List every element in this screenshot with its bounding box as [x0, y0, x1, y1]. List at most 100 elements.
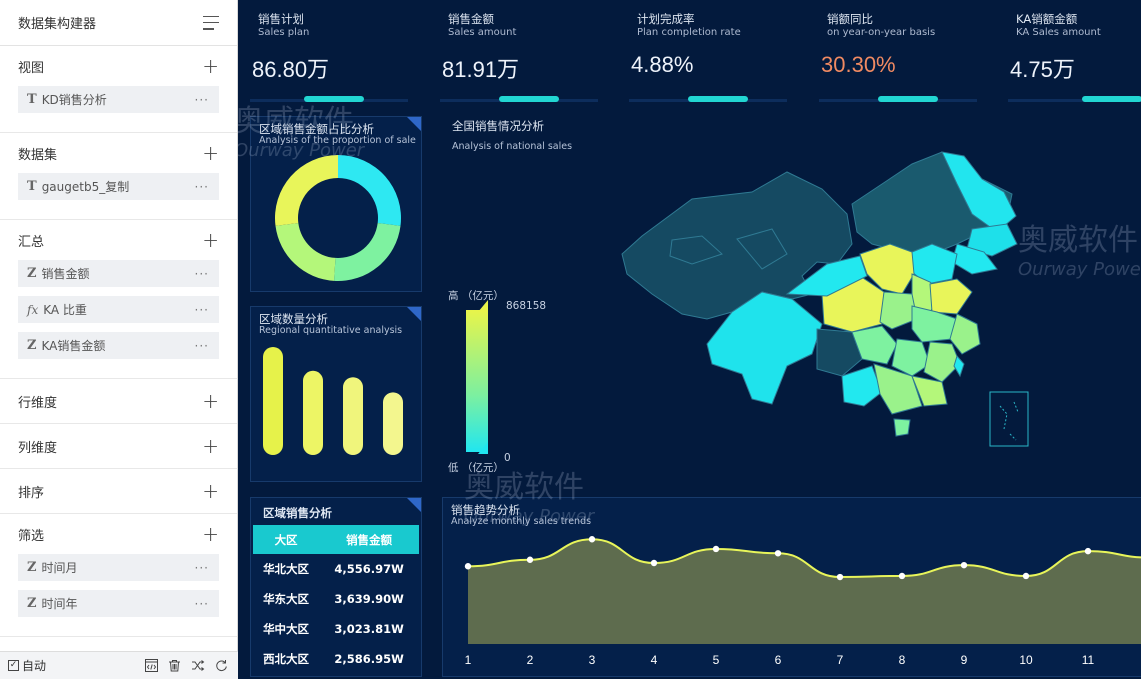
kpi-card[interactable]: 计划完成率 Plan completion rate 4.88%	[617, 0, 799, 103]
kpi-subtitle: Sales amount	[448, 27, 517, 38]
table-row[interactable]: 华北大区 4,556.97W	[253, 554, 419, 584]
donut-slice[interactable]	[275, 223, 336, 281]
more-icon[interactable]: ···	[194, 560, 209, 575]
x-tick-label: 6	[775, 653, 782, 667]
summary-item-label: KA 比重	[43, 303, 87, 317]
x-tick-label: 2	[527, 653, 534, 667]
add-column-dimension-icon[interactable]: +	[202, 434, 219, 458]
legend-high-label: 高 （亿元）	[448, 290, 504, 302]
bar[interactable]	[383, 392, 403, 455]
section-column-dimension-label: 列维度	[18, 440, 58, 456]
auto-checkbox[interactable]: ✓ 自动	[8, 657, 46, 674]
table-header[interactable]: 大区	[253, 525, 320, 554]
summary-item[interactable]: Z 销售金额 ···	[18, 260, 219, 287]
table-row[interactable]: 西北大区 2,586.95W	[253, 644, 419, 674]
view-item[interactable]: T KD销售分析 ···	[18, 86, 219, 113]
table-row[interactable]: 华东大区 3,639.90W	[253, 584, 419, 614]
builder-title: 数据集构建器	[18, 17, 97, 32]
more-icon[interactable]: ···	[194, 266, 209, 281]
refresh-icon[interactable]	[215, 659, 228, 672]
bar-chart	[263, 347, 403, 455]
x-tick-label: 9	[961, 653, 968, 667]
text-type-icon: T	[27, 179, 37, 194]
dashboard-canvas: 销售计划 Sales plan 86.80万销售金额 Sales amount 81.9…	[238, 0, 1141, 679]
x-tick-label: 8	[899, 653, 906, 667]
text-type-icon: T	[27, 92, 37, 107]
kpi-card[interactable]: 销售计划 Sales plan 86.80万	[238, 0, 420, 103]
trend-point[interactable]	[898, 572, 906, 580]
collapse-menu-icon[interactable]	[203, 15, 219, 30]
x-tick-label: 5	[713, 653, 720, 667]
more-icon[interactable]: ···	[194, 302, 209, 317]
kpi-card[interactable]: KA销额金额 KA Sales amount 4.75万	[996, 0, 1141, 103]
add-summary-icon[interactable]: +	[202, 228, 219, 252]
bar[interactable]	[263, 347, 283, 455]
summary-item-label: 销售金额	[41, 267, 90, 281]
more-icon[interactable]: ···	[194, 338, 209, 353]
more-icon[interactable]: ···	[194, 596, 209, 611]
bar[interactable]	[303, 370, 323, 455]
trend-point[interactable]	[650, 559, 658, 567]
donut-slice[interactable]	[275, 155, 338, 226]
add-sort-icon[interactable]: +	[202, 479, 219, 503]
trend-point[interactable]	[464, 563, 472, 570]
kpi-card[interactable]: 销售金额 Sales amount 81.91万	[428, 0, 610, 103]
summary-item[interactable]: Z KA销售金额 ···	[18, 332, 219, 359]
donut-slice[interactable]	[338, 155, 401, 226]
filter-item-label: 时间月	[41, 561, 78, 575]
trend-point[interactable]	[774, 550, 782, 557]
section-filter: 筛选 + Z 时间月 ··· Z 时间年 ···	[0, 514, 237, 637]
filter-item[interactable]: Z 时间年 ···	[18, 590, 219, 617]
section-row-dimension: 行维度 +	[0, 379, 237, 424]
china-map[interactable]	[612, 144, 1052, 454]
kpi-card[interactable]: 销额同比 on year-on-year basis 30.30%	[807, 0, 989, 103]
kpi-title: 销额同比	[827, 12, 873, 26]
bar-title: 区域数量分析	[259, 312, 328, 326]
kpi-title: KA销额金额	[1016, 12, 1078, 26]
table-cell: 华东大区	[263, 592, 310, 606]
table-header[interactable]: 销售金额	[319, 525, 419, 554]
summary-item[interactable]: fx KA 比重 ···	[18, 296, 219, 323]
trend-point[interactable]	[526, 556, 534, 563]
kpi-value: 30.30%	[821, 52, 896, 77]
summary-item-label: KA销售金额	[41, 339, 106, 353]
trend-point[interactable]	[1084, 547, 1092, 555]
trend-panel: 销售趋势分析 Analyze monthly sales trends 1 2 3 4…	[442, 497, 1141, 677]
add-view-icon[interactable]: +	[202, 54, 219, 78]
x-tick-label: 11	[1082, 653, 1095, 667]
table-cell: 3,023.81W	[334, 622, 404, 636]
more-icon[interactable]: ···	[194, 92, 209, 107]
add-row-dimension-icon[interactable]: +	[202, 389, 219, 413]
legend-max-value: 868158	[506, 300, 547, 312]
trend-point[interactable]	[588, 536, 596, 543]
checkbox-checked-icon[interactable]: ✓	[8, 660, 19, 671]
filter-item[interactable]: Z 时间月 ···	[18, 554, 219, 581]
table-row[interactable]: 华中大区 3,023.81W	[253, 614, 419, 644]
trash-icon[interactable]	[168, 659, 181, 672]
kpi-title: 计划完成率	[637, 12, 695, 26]
trend-title: 销售趋势分析	[451, 503, 520, 517]
trend-point[interactable]	[712, 545, 720, 553]
more-icon[interactable]: ···	[194, 179, 209, 194]
add-filter-icon[interactable]: +	[202, 522, 219, 546]
section-view-label: 视图	[18, 60, 45, 76]
kpi-subtitle: on year-on-year basis	[827, 27, 936, 38]
section-sort-label: 排序	[18, 485, 45, 501]
trend-point[interactable]	[1022, 572, 1030, 580]
shuffle-icon[interactable]	[191, 659, 205, 672]
trend-point[interactable]	[960, 561, 968, 569]
legend-gradient-bar[interactable]	[462, 298, 492, 458]
map-subtitle: Analysis of national sales	[452, 141, 573, 152]
add-dataset-icon[interactable]: +	[202, 141, 219, 165]
donut-subtitle: Analysis of the proportion of sale	[259, 135, 416, 146]
table-cell: 3,639.90W	[334, 592, 404, 606]
donut-slice[interactable]	[334, 223, 401, 281]
table-cell: 华北大区	[263, 562, 310, 576]
donut-title: 区域销售金额占比分析	[259, 122, 374, 136]
trend-point[interactable]	[836, 573, 844, 581]
code-icon[interactable]	[145, 659, 158, 672]
kpi-value: 81.91万	[442, 57, 520, 82]
bar[interactable]	[343, 377, 363, 455]
